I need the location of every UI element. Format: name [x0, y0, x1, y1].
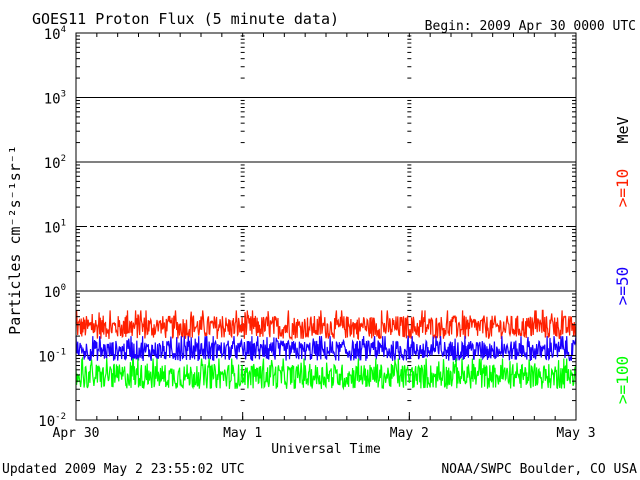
legend: >=10 >=50 >=100 MeV [613, 116, 632, 404]
y-tick-label: 100 [44, 283, 66, 301]
y-tick-label: 102 [44, 154, 66, 172]
legend-entry: >=50 [613, 267, 632, 306]
source-credit: NOAA/SWPC Boulder, CO USA [441, 462, 637, 477]
legend-entry: >=100 [613, 356, 632, 404]
x-tick-label: May 2 [390, 426, 429, 441]
series-line [75, 356, 577, 391]
grid-lines [76, 35, 576, 421]
y-axis-label: Particles cm⁻²s⁻¹sr⁻¹ [6, 145, 24, 335]
x-tick-label: Apr 30 [53, 426, 100, 441]
legend-units: MeV [614, 116, 632, 143]
chart-title: GOES11 Proton Flux (5 minute data) [32, 10, 339, 28]
y-tick-label: 103 [44, 90, 66, 108]
series-traces [75, 309, 577, 391]
plot-frame [75, 32, 577, 421]
begin-label: Begin: 2009 Apr 30 0000 UTC [425, 19, 636, 34]
series-line [75, 309, 577, 342]
y-tick-label: 10-2 [38, 412, 66, 430]
series-line [75, 335, 577, 363]
x-tick-label: May 1 [223, 426, 262, 441]
x-axis-ticks: Apr 30 May 1 May 2 May 3 [53, 33, 596, 441]
y-tick-label: 101 [44, 219, 66, 237]
x-axis-label: Universal Time [271, 442, 381, 457]
legend-entry: >=10 [613, 169, 632, 208]
x-tick-label: May 3 [556, 426, 595, 441]
y-tick-label: 10-1 [38, 348, 66, 366]
updated-timestamp: Updated 2009 May 2 23:55:02 UTC [2, 462, 245, 477]
y-tick-label: 104 [44, 25, 66, 43]
y-axis-ticks: 104 103 102 101 100 10-1 10-2 [38, 25, 576, 430]
